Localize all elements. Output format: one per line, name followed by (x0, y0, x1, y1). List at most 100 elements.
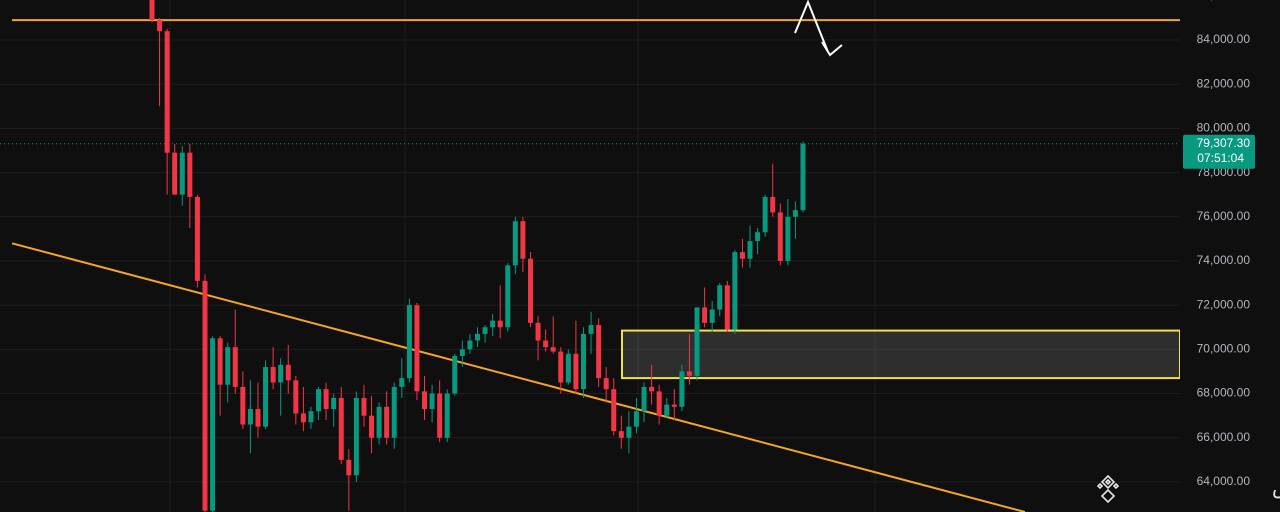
candle-body (656, 391, 662, 416)
candle-body (263, 367, 269, 427)
candle-body (724, 285, 730, 330)
candle-body (497, 320, 503, 328)
candle-body (399, 378, 405, 387)
y-tick-label: 86,000.00 (1197, 0, 1251, 2)
trendline (11, 242, 1026, 512)
candle-body (391, 386, 397, 438)
candle-body (179, 152, 185, 195)
candle-body (565, 353, 571, 383)
y-tick-label: 66,000.00 (1197, 430, 1251, 444)
candle-body (527, 258, 533, 323)
candle-body (255, 409, 261, 427)
candle-body (679, 371, 685, 407)
candle-body (717, 285, 723, 310)
candle-body (467, 340, 473, 350)
candle-body (490, 320, 496, 328)
candle-body (626, 426, 632, 438)
candle-body (649, 386, 655, 392)
countdown: 07:51:04 (1197, 151, 1244, 165)
candle-body (452, 355, 458, 394)
vertical-grid (169, 0, 876, 512)
candle-body (406, 305, 412, 379)
candle-body (422, 391, 428, 410)
candle-body (270, 367, 276, 383)
candle-body (444, 393, 450, 438)
candle-body (217, 338, 223, 385)
candle-body (369, 415, 375, 438)
candle-body (202, 280, 208, 511)
candle-body (588, 325, 594, 334)
candle-body (187, 152, 193, 197)
watermark-icon (1096, 474, 1120, 504)
candle-body (437, 393, 443, 438)
candle-body (618, 431, 624, 438)
candle-body (384, 406, 390, 438)
candle-body (459, 349, 465, 356)
candle-body (800, 143, 806, 211)
candle-body (300, 413, 306, 423)
candle-body (550, 347, 556, 352)
candle-body (770, 196, 776, 213)
candle-body (164, 31, 170, 153)
y-tick-label: 82,000.00 (1197, 76, 1251, 90)
candle-body (414, 305, 420, 392)
candle-body (755, 232, 761, 242)
candle-body (603, 378, 609, 390)
candle-body (247, 409, 253, 425)
candle-body (232, 347, 238, 387)
y-tick-label: 76,000.00 (1197, 209, 1251, 223)
y-tick-label: 84,000.00 (1197, 32, 1251, 46)
candle-body (482, 327, 488, 334)
candle-body (747, 241, 753, 259)
y-tick-label: 70,000.00 (1197, 342, 1251, 356)
price-label-box (1183, 134, 1255, 169)
candle-body (664, 404, 670, 416)
candle-body (709, 309, 715, 323)
y-tick-label: 64,000.00 (1197, 474, 1251, 488)
candle-body (633, 411, 639, 427)
hand-drawn-arrow (794, 0, 843, 57)
candle-body (611, 389, 617, 432)
candle-body (225, 347, 231, 385)
candle-body (686, 371, 692, 376)
candle-body (331, 397, 337, 410)
candle-body (512, 221, 518, 266)
candle-body (641, 386, 647, 412)
candle-body (157, 20, 163, 32)
candle-body (785, 216, 791, 261)
candle-body (172, 152, 178, 195)
candle-body (316, 389, 322, 412)
candle-body (558, 351, 564, 383)
candle-body (194, 196, 200, 281)
candle-body (429, 393, 435, 410)
candle-body (505, 265, 511, 328)
price-axis: 64,000.00 66,000.00 68,000.00 70,000.00 72,0… (1180, 0, 1280, 512)
candle-body (149, 0, 155, 21)
candle-body (580, 333, 586, 390)
current-price-label: 79,307.30 (1197, 136, 1251, 150)
overlays (0, 19, 1181, 512)
candle-body (346, 459, 352, 476)
watermark: @روان أنيس (1096, 472, 1280, 504)
watermark-text: @روان أنيس (1272, 472, 1280, 498)
candle-body (739, 252, 745, 259)
candle-body (361, 397, 367, 416)
candle-body (293, 380, 299, 414)
y-tick-label: 72,000.00 (1197, 297, 1251, 311)
candle-body (376, 406, 382, 438)
candle-body (702, 307, 708, 323)
candle-body (520, 221, 526, 259)
candle-body (596, 325, 602, 379)
candle-body (323, 389, 329, 410)
candle-body (777, 212, 783, 261)
candle-body (240, 386, 246, 425)
support-zone (621, 329, 1181, 380)
candle-body (353, 397, 359, 476)
candle-body (792, 210, 798, 217)
candle-body (573, 353, 579, 390)
candle-body (694, 307, 700, 376)
candle-body (308, 411, 314, 423)
